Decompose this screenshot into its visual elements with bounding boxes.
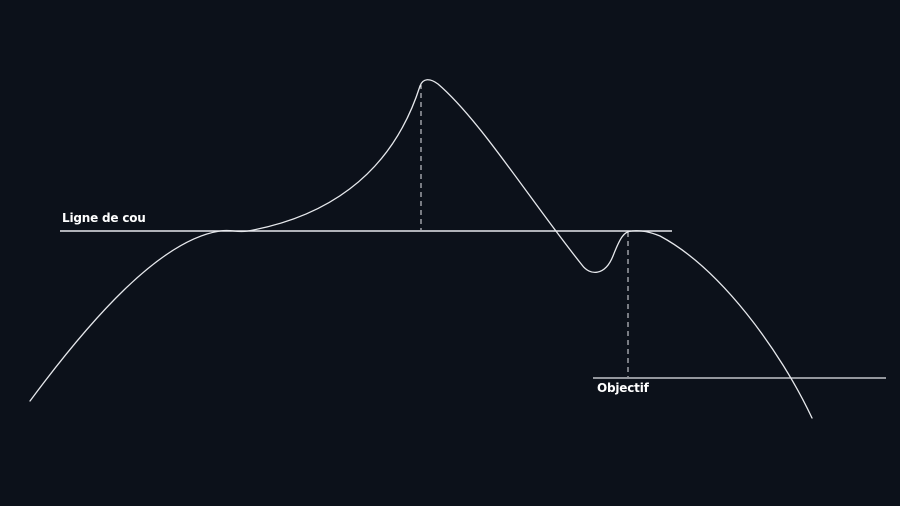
target-label: Objectif (597, 381, 649, 395)
neckline-label: Ligne de cou (62, 211, 146, 225)
